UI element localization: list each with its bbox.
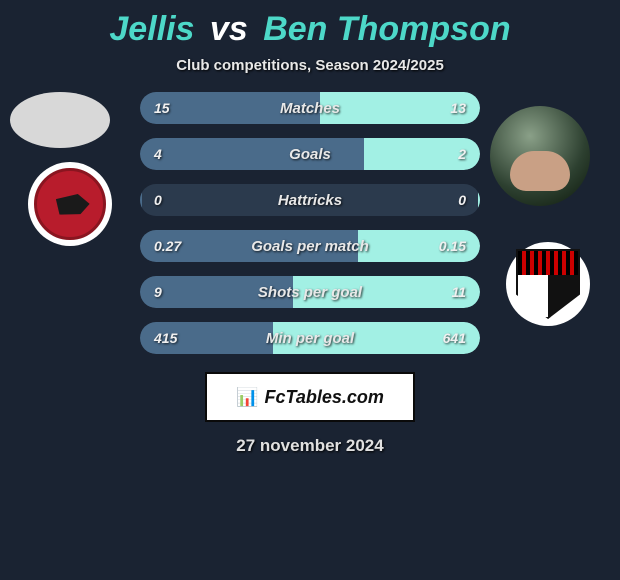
stat-value-left: 415 bbox=[154, 330, 177, 346]
stat-label: Min per goal bbox=[266, 330, 354, 347]
stat-row: 0.27 0.15 Goals per match bbox=[140, 230, 480, 262]
stat-value-right: 11 bbox=[451, 284, 466, 300]
stat-value-left: 0.27 bbox=[154, 238, 181, 254]
stat-bar-left bbox=[140, 184, 142, 216]
player2-crest bbox=[506, 242, 590, 326]
player2-avatar bbox=[490, 106, 590, 206]
player1-avatar bbox=[10, 92, 110, 148]
stat-row: 4 2 Goals bbox=[140, 138, 480, 170]
stat-bar-right bbox=[478, 184, 480, 216]
brand-icon: 📊 bbox=[236, 387, 258, 408]
stat-value-right: 0 bbox=[458, 192, 466, 208]
stat-label: Shots per goal bbox=[258, 284, 362, 301]
stat-bars: 15 13 Matches 4 2 Goals 0 0 Hattricks 0.27 0.15 Goa… bbox=[140, 92, 480, 354]
player2-name: Ben Thompson bbox=[263, 10, 510, 48]
stat-label: Hattricks bbox=[278, 192, 342, 209]
stat-value-left: 9 bbox=[154, 284, 162, 300]
stat-label: Goals bbox=[289, 146, 331, 163]
stat-value-left: 0 bbox=[154, 192, 162, 208]
stat-row: 0 0 Hattricks bbox=[140, 184, 480, 216]
date-label: 27 november 2024 bbox=[0, 436, 620, 456]
stat-value-right: 641 bbox=[443, 330, 466, 346]
comparison-title: Jellis vs Ben Thompson bbox=[0, 10, 620, 49]
player1-crest bbox=[28, 162, 112, 246]
stat-value-right: 0.15 bbox=[439, 238, 466, 254]
stat-label: Goals per match bbox=[251, 238, 369, 255]
stat-row: 415 641 Min per goal bbox=[140, 322, 480, 354]
stat-value-right: 13 bbox=[450, 100, 466, 116]
stat-value-left: 15 bbox=[154, 100, 170, 116]
subtitle: Club competitions, Season 2024/2025 bbox=[0, 57, 620, 74]
brand-text: FcTables.com bbox=[265, 387, 384, 408]
vs-label: vs bbox=[210, 10, 248, 48]
stat-label: Matches bbox=[280, 100, 340, 117]
stat-value-left: 4 bbox=[154, 146, 162, 162]
player1-name: Jellis bbox=[109, 10, 194, 48]
brand-box[interactable]: 📊 FcTables.com bbox=[205, 372, 415, 422]
main-area: 15 13 Matches 4 2 Goals 0 0 Hattricks 0.27 0.15 Goa… bbox=[0, 92, 620, 354]
stat-row: 15 13 Matches bbox=[140, 92, 480, 124]
stat-row: 9 11 Shots per goal bbox=[140, 276, 480, 308]
stat-value-right: 2 bbox=[458, 146, 466, 162]
